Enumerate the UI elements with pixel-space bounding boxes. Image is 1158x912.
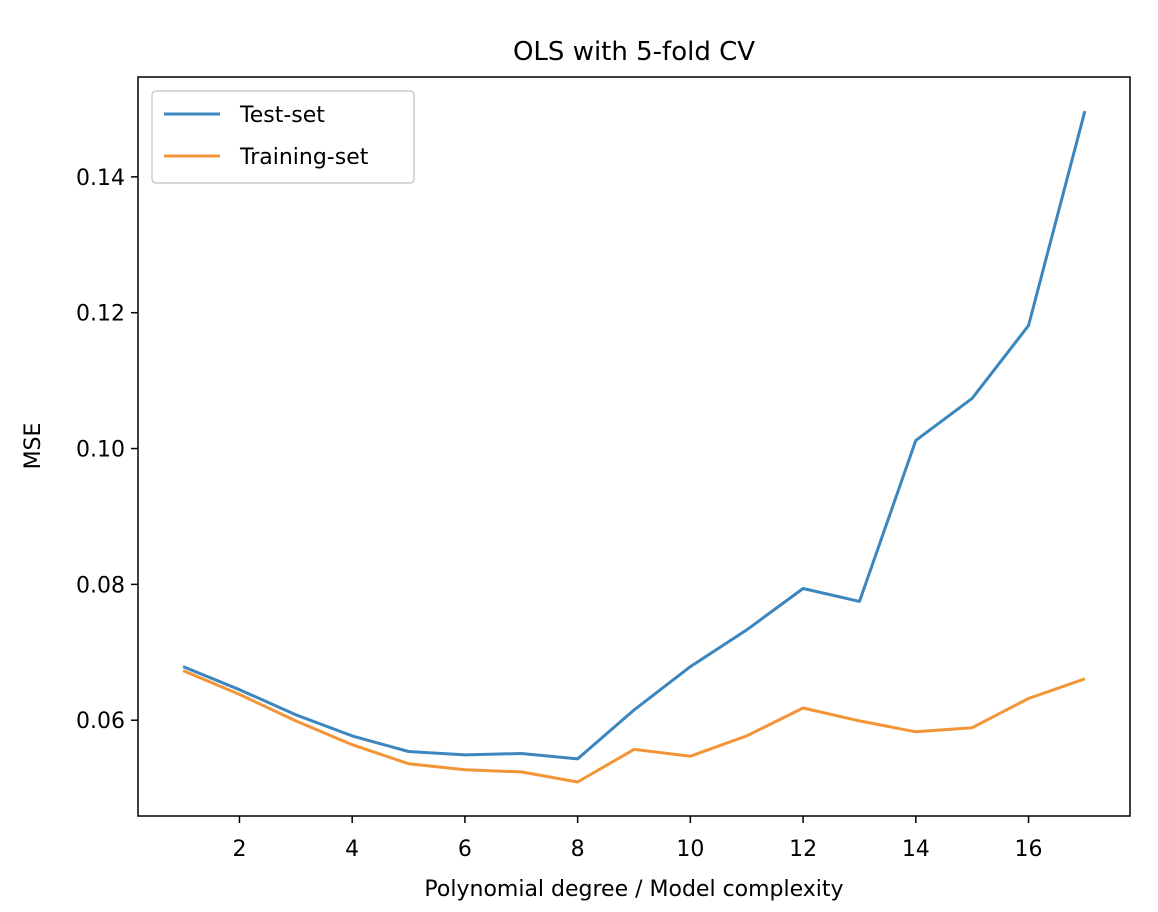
x-tick-label: 14	[902, 837, 930, 862]
x-tick-label: 6	[458, 837, 472, 862]
x-tick-label: 10	[676, 837, 704, 862]
y-tick-label: 0.14	[76, 166, 125, 191]
series-line-test-set	[182, 110, 1087, 761]
y-tick-label: 0.08	[76, 573, 125, 598]
x-tick-label: 16	[1015, 837, 1043, 862]
legend-label-training-set: Training-set	[239, 145, 369, 170]
legend-label-test-set: Test-set	[239, 103, 325, 128]
y-axis-title: MSE	[21, 423, 46, 470]
legend: Test-set Training-set	[151, 90, 415, 184]
y-tick-label: 0.06	[76, 709, 125, 734]
chart-title: OLS with 5-fold CV	[513, 37, 755, 67]
plot-frame	[137, 76, 1131, 817]
series-line-training-set	[182, 669, 1086, 784]
x-tick-label: 12	[789, 837, 817, 862]
x-axis-title: Polynomial degree / Model complexity	[424, 877, 843, 902]
y-axis: 0.06 0.08 0.10 0.12 0.14	[76, 166, 138, 734]
y-tick-label: 0.10	[76, 438, 125, 463]
y-tick-label: 0.12	[76, 302, 125, 327]
x-tick-label: 2	[232, 837, 246, 862]
x-tick-label: 8	[571, 837, 585, 862]
x-tick-label: 4	[345, 837, 359, 862]
x-axis: 2 4 6 8 10 12 14 16	[232, 816, 1043, 862]
series-layer	[182, 110, 1087, 784]
